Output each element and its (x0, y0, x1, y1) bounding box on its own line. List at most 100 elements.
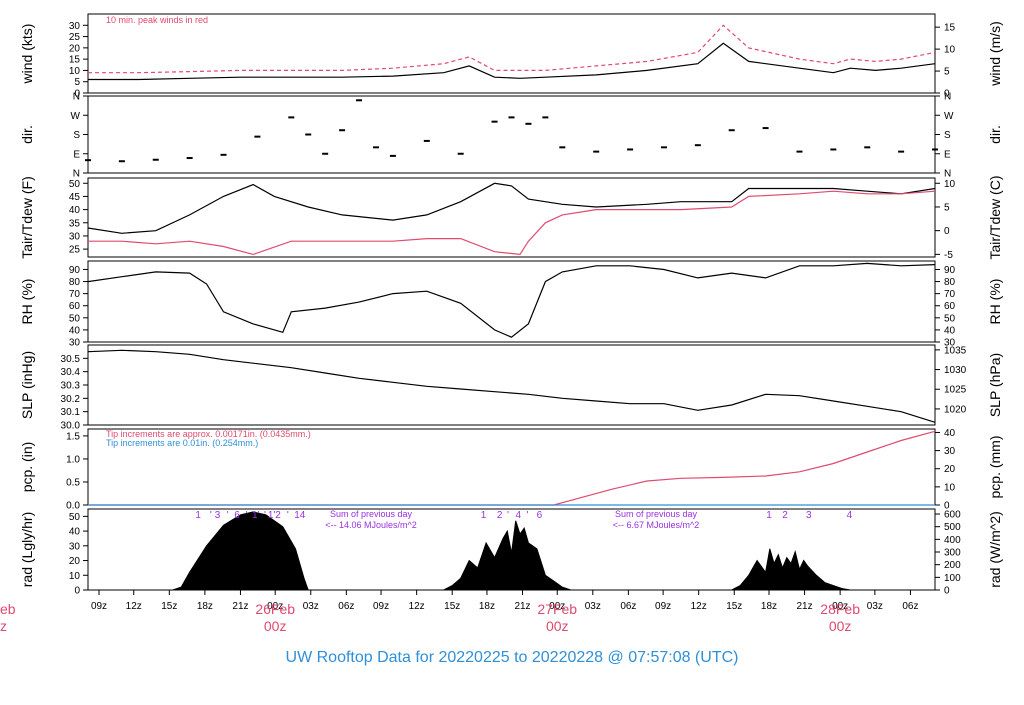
x-tick-label: 15z (444, 601, 460, 612)
y-tick-label: 60 (69, 301, 81, 312)
hour-mark: 1'2 (268, 510, 281, 521)
daily-total-label: Sum of previous day (615, 509, 698, 519)
hour-mark: 1' (252, 510, 260, 521)
daily-total-value: <-- 6.67 MJoules/m^2 (613, 520, 700, 530)
hour-mark: ' (527, 510, 529, 521)
hour-mark: 2 (782, 510, 788, 521)
y-tick-label: 0.5 (66, 477, 80, 488)
y-axis-label-right: rad (W/m^2) (987, 511, 1003, 588)
x-tick-label: 18z (761, 601, 777, 612)
y-tick-right-label: 15 (944, 23, 956, 34)
y-tick-label: 1.0 (66, 454, 80, 465)
tip-increment-note: Tip increments are approx. 0.00171in. (0… (106, 429, 311, 439)
day-hour-label: 00z (829, 618, 852, 634)
daily-total-label: Sum of previous day (330, 509, 413, 519)
hour-mark: 4 (847, 510, 853, 521)
y-tick-right-label: 1020 (944, 404, 967, 415)
x-tick-label: 03z (867, 601, 883, 612)
y-tick-label: 30.0 (61, 421, 81, 432)
y-tick-right-label: 70 (944, 289, 956, 300)
y-tick-right-label: 30 (944, 446, 956, 457)
y-tick-label: 0 (74, 89, 80, 100)
hour-mark: 6 (234, 510, 240, 521)
hour-mark: 4 (515, 510, 521, 521)
x-tick-label: 00z (832, 601, 848, 612)
y-tick-label: 35 (69, 218, 81, 229)
y-tick-label: 50 (69, 179, 81, 190)
y-tick-label: N (73, 169, 80, 180)
y-tick-label: 40 (69, 325, 81, 336)
series-line (88, 42, 936, 81)
x-tick-label: 21z (232, 601, 248, 612)
series-line (87, 262, 936, 338)
y-tick-label: 30 (69, 21, 81, 32)
x-tick-label: 09z (655, 601, 671, 612)
y-tick-label: 30.3 (61, 381, 81, 392)
y-tick-label: 30.1 (61, 407, 81, 418)
hour-mark: ' (245, 510, 247, 521)
y-tick-label: 25 (69, 32, 81, 43)
y-axis-label: dir. (19, 125, 35, 144)
y-axis-label: SLP (inHg) (19, 351, 35, 419)
x-tick-label: 09z (91, 601, 107, 612)
panel-frame (87, 13, 936, 94)
y-tick-right-label: 40 (944, 325, 956, 336)
x-tick-label: 00z (549, 601, 565, 612)
y-tick-label: 30.4 (61, 367, 81, 378)
y-tick-right-label: 40 (944, 428, 956, 439)
y-tick-label: 90 (69, 265, 81, 276)
y-tick-label: 1.5 (66, 431, 80, 442)
y-tick-right-label: 60 (944, 301, 956, 312)
x-tick-label: 21z (796, 601, 812, 612)
day-hour-label: 00z (546, 618, 569, 634)
y-tick-right-label: 400 (944, 535, 961, 546)
y-tick-right-label: 10 (944, 482, 956, 493)
y-tick-label: 50 (69, 512, 81, 523)
hour-mark: 1 (481, 510, 487, 521)
y-tick-right-label: 200 (944, 560, 961, 571)
panel-frame (87, 344, 936, 426)
y-tick-label: 30 (69, 231, 81, 242)
y-tick-label: S (73, 130, 80, 141)
y-axis-label: Tair/Tdew (F) (19, 176, 35, 258)
y-tick-right-label: 1035 (944, 345, 967, 356)
y-tick-right-label: 0 (944, 501, 950, 512)
y-tick-label: 30.5 (61, 354, 81, 365)
y-tick-label: 40 (69, 527, 81, 538)
day-label: 28Feb (820, 601, 860, 617)
hour-mark: ' (227, 510, 229, 521)
y-axis-label-right: wind (m/s) (987, 21, 1003, 87)
day-label: 27Feb (537, 601, 577, 617)
x-tick-label: 15z (161, 601, 177, 612)
panel-frame (87, 177, 936, 258)
y-tick-right-label: 80 (944, 277, 956, 288)
hour-mark: ' (210, 510, 212, 521)
y-tick-label: 30.2 (61, 394, 81, 405)
hour-mark: 1 (766, 510, 772, 521)
series-line (87, 182, 936, 234)
y-tick-right-label: 30 (944, 338, 956, 349)
y-tick-label: 0 (74, 586, 80, 597)
x-tick-label: 06z (338, 601, 354, 612)
y-axis-label: wind (kts) (19, 24, 35, 85)
series-line (87, 349, 936, 423)
y-tick-right-label: 5 (944, 67, 950, 78)
y-tick-label: 15 (69, 55, 81, 66)
day-hour-label-partial: z (0, 618, 7, 634)
day-label: 26Feb (255, 601, 295, 617)
hour-mark: 3 (215, 510, 221, 521)
y-tick-right-label: 20 (944, 464, 956, 475)
y-tick-label: 70 (69, 289, 81, 300)
y-tick-right-label: 0 (944, 226, 950, 237)
y-tick-right-label: 1030 (944, 365, 967, 376)
y-tick-right-label: S (944, 130, 951, 141)
panel-annotation: 10 min. peak winds in red (106, 15, 208, 25)
hour-mark: 1 (195, 510, 201, 521)
y-tick-label: 5 (74, 77, 80, 88)
y-tick-right-label: N (944, 169, 951, 180)
